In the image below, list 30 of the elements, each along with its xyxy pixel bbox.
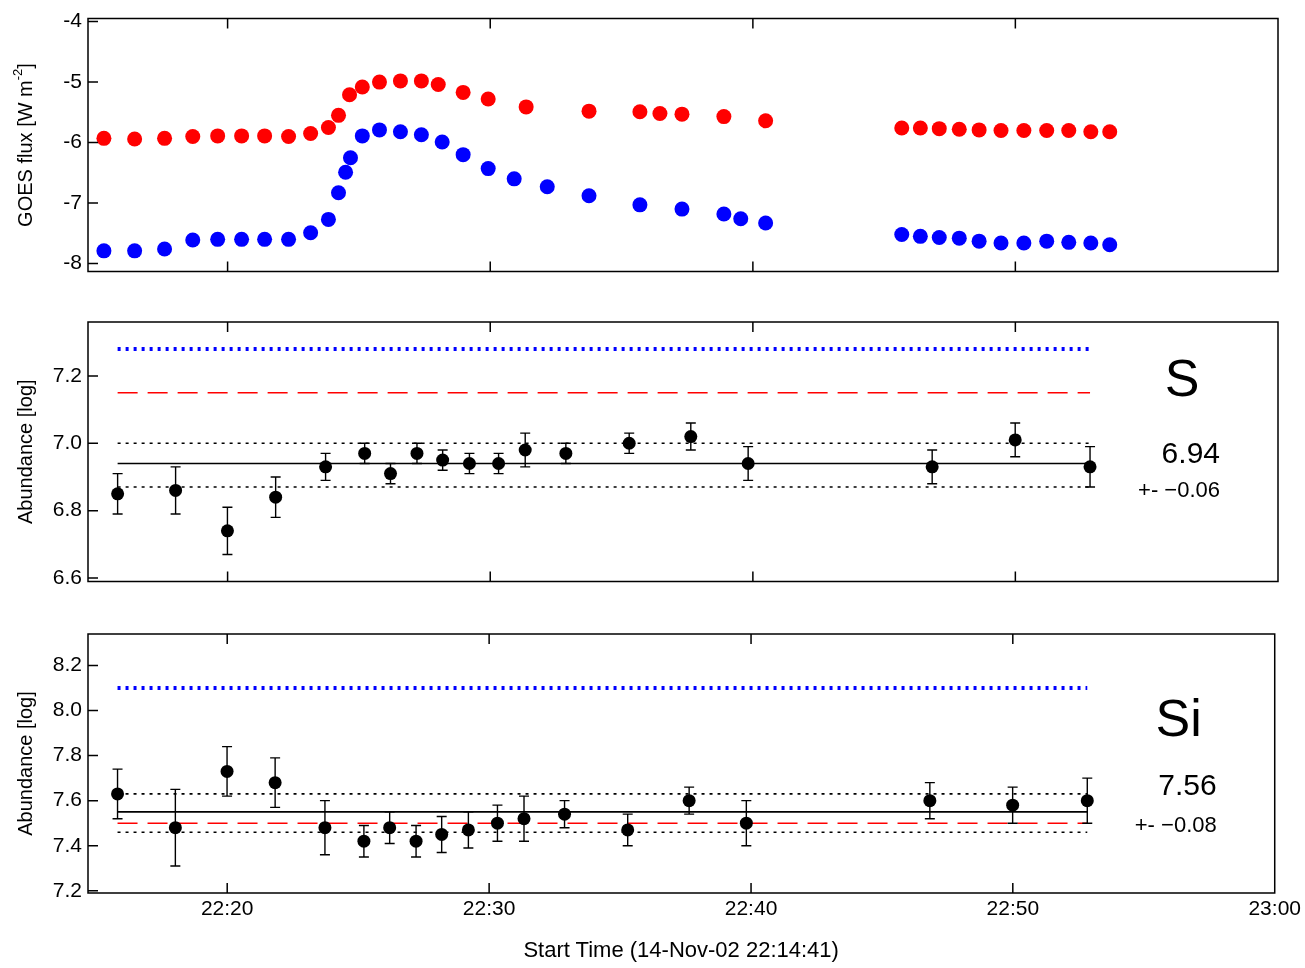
y-axis-title: GOES flux [W m-2] bbox=[9, 63, 36, 227]
y-tick-label: 7.2 bbox=[52, 362, 82, 386]
y-tick-label: 7.2 bbox=[52, 877, 82, 901]
y-tick-label: -7 bbox=[63, 189, 82, 213]
y-tick-label: 8.0 bbox=[52, 697, 82, 721]
annotation: Si bbox=[1155, 689, 1202, 748]
x-tick-label: 22:20 bbox=[200, 896, 254, 920]
y-tick-label: -5 bbox=[63, 68, 82, 92]
y-axis-title: Abundance [log] bbox=[13, 691, 36, 836]
annotation: 7.56 bbox=[1158, 768, 1217, 802]
x-tick-label: 22:50 bbox=[986, 896, 1040, 920]
y-tick-label: 7.6 bbox=[52, 787, 82, 811]
x-tick-label: 22:40 bbox=[724, 896, 778, 920]
y-tick-label: -8 bbox=[63, 250, 82, 274]
annotation: S bbox=[1164, 349, 1200, 408]
y-tick-label: 8.2 bbox=[52, 652, 82, 676]
x-axis-title: Start Time (14-Nov-02 22:14:41) bbox=[523, 937, 839, 963]
y-tick-label: 6.6 bbox=[52, 564, 82, 588]
y-tick-label: 7.4 bbox=[52, 832, 83, 856]
y-axis-title: Abundance [log] bbox=[13, 379, 36, 524]
y-tick-label: -4 bbox=[63, 8, 83, 32]
y-tick-label: 6.8 bbox=[52, 497, 82, 521]
annotation: +- −0.06 bbox=[1138, 476, 1220, 502]
annotation: 6.94 bbox=[1161, 435, 1220, 469]
y-tick-label: 7.8 bbox=[52, 742, 82, 766]
y-tick-label: 7.0 bbox=[52, 430, 82, 454]
y-tick-label: -6 bbox=[63, 129, 82, 153]
x-tick-label: 22:30 bbox=[462, 896, 516, 920]
annotation: +- −0.08 bbox=[1134, 811, 1217, 837]
x-tick-label: 23:00 bbox=[1248, 896, 1302, 920]
